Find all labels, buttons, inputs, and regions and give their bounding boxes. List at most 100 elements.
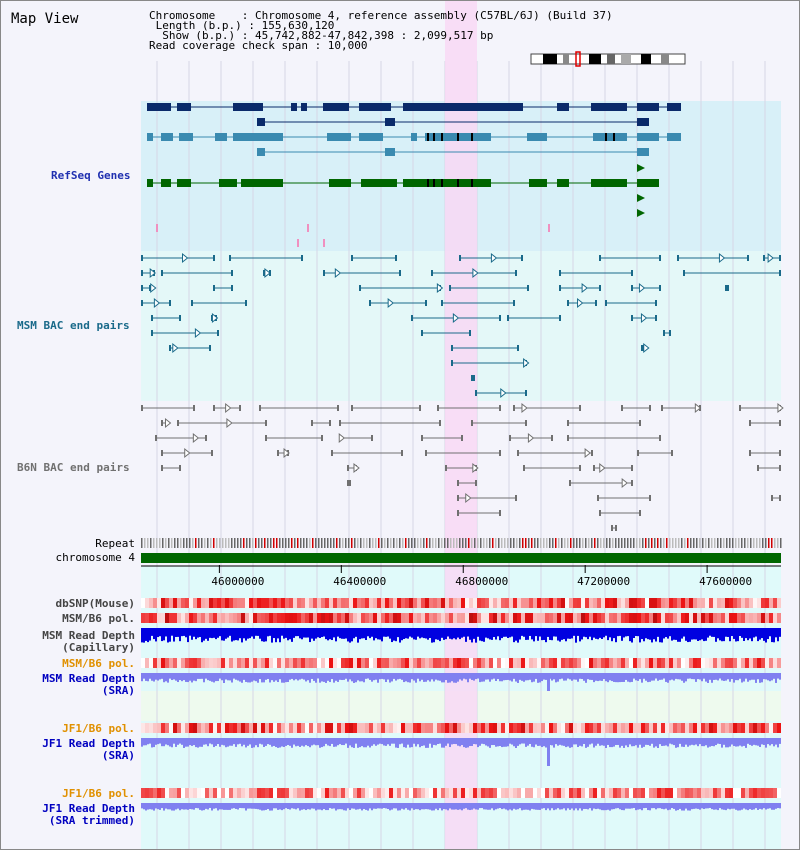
msm-depth-sra-bar [647,673,649,683]
msm-b6-pol-cell [437,613,441,623]
msm-depth-sra-bar [399,673,401,679]
msm-depth-cap-bar [515,628,517,641]
jf1-b6-pol-2-cell [325,788,329,798]
msm-depth-cap-bar [555,628,557,637]
jf1-b6-pol-2-cell [217,788,221,798]
msm-depth-cap-bar [777,628,779,642]
msm-depth-sra-bar [231,673,233,683]
jf1-depth-sra-bar [739,738,741,746]
jf1-b6-pol-cell [189,723,193,733]
msm-depth-sra-bar [709,673,711,680]
jf1-depth-sra-bar [729,738,731,747]
msm-b6-pol-cell [749,613,753,623]
gene-row-2-exon [385,118,395,126]
dbsnp-cell [405,598,409,608]
jf1-b6-pol-cell [309,723,313,733]
repeat-mark [399,538,401,548]
msm-depth-cap-bar [685,628,687,641]
dbsnp-cell [621,598,625,608]
jf1-b6-pol-2-cell [749,788,753,798]
msm-b6-pol-cell [757,613,761,623]
dbsnp-cell [337,598,341,608]
jf1-depth-sra-bar [373,738,375,745]
pink-marker [323,239,325,247]
msm-depth-sra-bar [253,673,255,681]
jf1-b6-pol-2-cell [585,788,589,798]
dbsnp-cell [477,598,481,608]
msm-depth-cap-bar [173,628,175,642]
jf1-b6-pol-2-cell [461,788,465,798]
msm-b6-pol-cell [401,613,405,623]
jf1-b6-pol-2-cell [705,788,709,798]
jf1-depth-sra-bar [259,738,261,744]
b6n-bac-pair-end [475,480,477,486]
dbsnp-cell [165,598,169,608]
jf1-depth-trim-bar [547,803,549,809]
msm-b6-pol-cell [241,613,245,623]
msm-b6-pol-2-cell [657,658,661,668]
msm-b6-pol-2-cell [157,658,161,668]
repeat-mark [738,538,740,548]
track-label-msm-depth-cap[interactable]: MSM Read Depth [42,629,135,642]
msm-depth-cap-bar [503,628,505,637]
track-label-dbsnp[interactable]: dbSNP(Mouse) [55,597,135,610]
msm-b6-pol-cell [469,613,473,623]
exon-tick [427,179,429,187]
msm-b6-pol-cell [497,613,501,623]
dbsnp-cell [589,598,593,608]
b6n-bac-pair-end [265,420,267,426]
track-label-msm-bac[interactable]: MSM BAC end pairs [17,319,130,332]
track-label-jf1-depth-sra[interactable]: JF1 Read Depth [42,737,135,750]
msm-depth-sra-bar [599,673,601,681]
jf1-b6-pol-cell [349,723,353,733]
msm-b6-pol-cell [141,613,145,623]
jf1-b6-pol-cell [241,723,245,733]
dbsnp-cell [461,598,465,608]
msm-depth-cap-bar [719,628,721,641]
jf1-depth-trim-bar [463,803,465,809]
jf1-b6-pol-cell [701,723,705,733]
msm-b6-pol-2-cell [641,658,645,668]
track-label-b6n-bac[interactable]: B6N BAC end pairs [17,461,130,474]
jf1-depth-sra-bar [321,738,323,748]
msm-depth-sra-bar [285,673,287,683]
track-label-jf1-depth-trim[interactable]: JF1 Read Depth [42,802,135,815]
msm-depth-sra-bar [185,673,187,682]
msm-b6-pol-cell [545,613,549,623]
msm-b6-pol-2-cell [357,658,361,668]
jf1-b6-pol-cell [457,723,461,733]
b6n-bac-pair-end [621,405,623,411]
msm-depth-cap-bar [491,628,493,640]
repeat-mark [462,538,464,548]
msm-b6-pol-cell [305,613,309,623]
jf1-b6-pol-2-cell [249,788,253,798]
msm-b6-pol-2-cell [769,658,773,668]
msm-b6-pol-cell [273,613,277,623]
jf1-depth-sra-bar [465,738,467,748]
msm-depth-cap-bar [167,628,169,643]
jf1-depth-sra-bar [577,738,579,748]
dbsnp-cell [625,598,629,608]
track-label-jf1-b6-pol-2[interactable]: JF1/B6 pol. [62,787,135,800]
track-label-jf1-b6-pol[interactable]: JF1/B6 pol. [62,722,135,735]
track-label-msm-b6-pol[interactable]: MSM/B6 pol. [62,612,135,625]
jf1-depth-trim-bar [251,803,253,809]
msm-depth-cap-bar [707,628,709,638]
msm-depth-sra-bar [641,673,643,683]
msm-depth-cap-bar [623,628,625,638]
msm-b6-pol-cell [445,613,449,623]
jf1-depth-sra-bar [639,738,641,745]
jf1-depth-trim-bar [693,803,695,809]
track-label-refseq[interactable]: RefSeq Genes [51,169,131,182]
track-label-msm-depth-sra[interactable]: MSM Read Depth [42,672,135,685]
jf1-depth-trim-bar [385,803,387,809]
b6n-bac-pair-end [347,480,349,486]
msm-depth-sra-bar [501,673,503,682]
msm-b6-pol-2-cell [397,658,401,668]
msm-depth-sra-bar [735,673,737,681]
dbsnp-cell [237,598,241,608]
b6n-bac-pair-end [499,450,501,456]
track-label-msm-b6-pol-2[interactable]: MSM/B6 pol. [62,657,135,670]
jf1-depth-trim-bar [593,803,595,809]
